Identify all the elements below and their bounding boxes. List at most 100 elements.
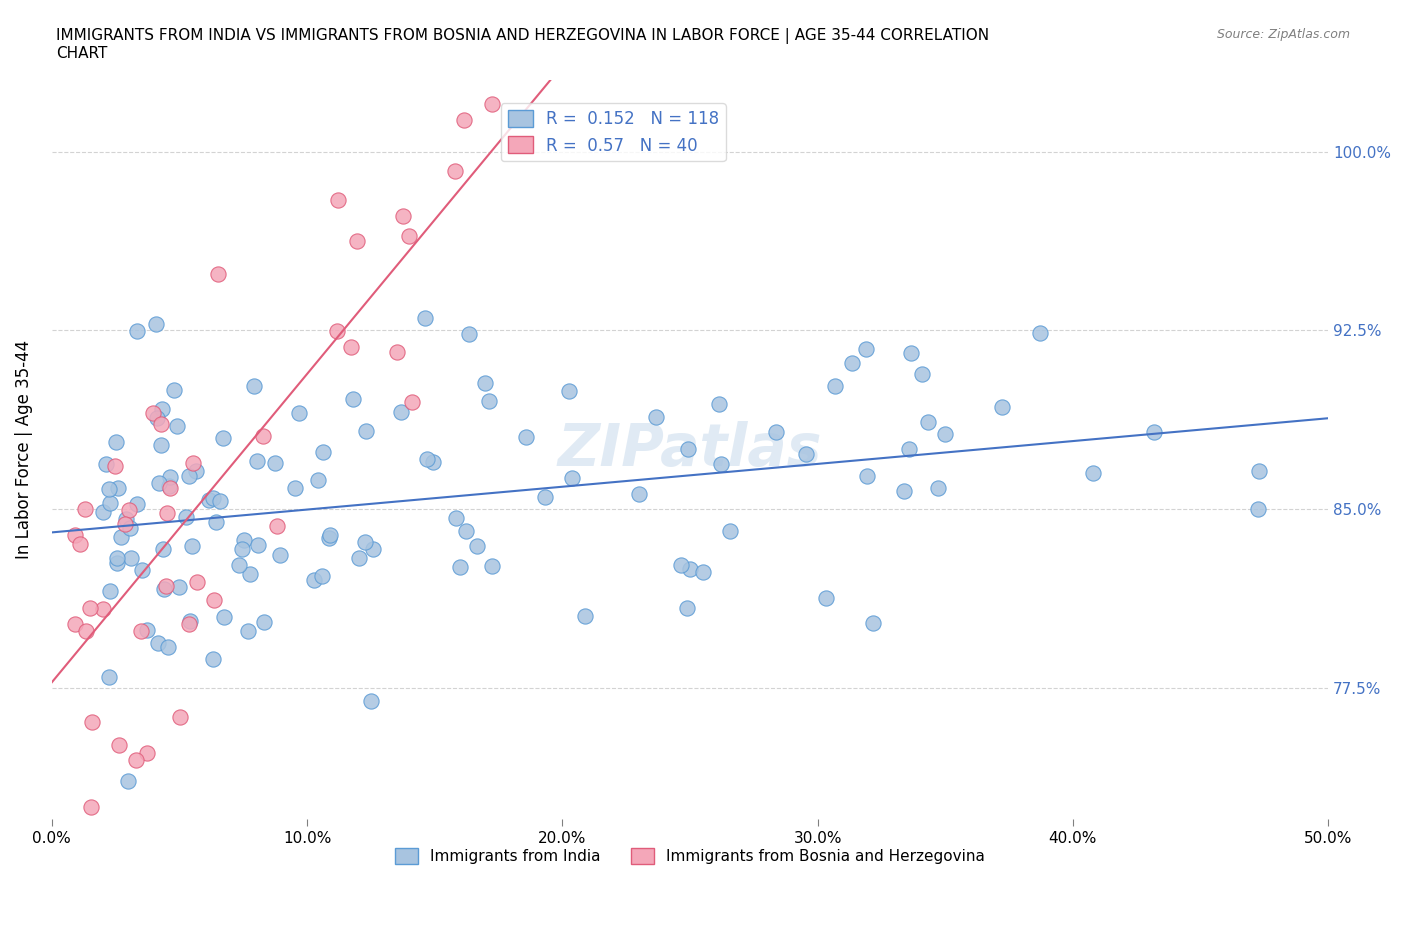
Point — [311, 568, 333, 583]
Point — [105, 555, 128, 570]
Point — [179, 614, 201, 629]
Point — [284, 480, 307, 495]
Point — [177, 617, 200, 631]
Point — [75, 624, 97, 639]
Point — [82, 714, 104, 729]
Point — [558, 383, 581, 398]
Point — [197, 493, 219, 508]
Text: Source: ZipAtlas.com: Source: ZipAtlas.com — [1216, 28, 1350, 41]
Point — [98, 496, 121, 511]
Point — [114, 516, 136, 531]
Point — [105, 551, 128, 565]
Point — [1247, 502, 1270, 517]
Point — [252, 429, 274, 444]
Point — [474, 376, 496, 391]
Point — [679, 561, 702, 576]
Point — [855, 342, 877, 357]
Point — [413, 311, 436, 325]
Point — [458, 326, 481, 341]
Point — [676, 601, 699, 616]
Point — [93, 505, 115, 520]
Point — [153, 581, 176, 596]
Point — [159, 470, 181, 485]
Point — [917, 415, 939, 430]
Point — [898, 441, 921, 456]
Point — [481, 97, 503, 112]
Point — [991, 399, 1014, 414]
Point — [120, 520, 142, 535]
Point — [346, 233, 368, 248]
Point — [156, 506, 179, 521]
Point — [125, 497, 148, 512]
Text: ZIPatlas: ZIPatlas — [558, 421, 823, 478]
Point — [146, 635, 169, 650]
Point — [644, 409, 666, 424]
Point — [534, 490, 557, 505]
Point — [360, 693, 382, 708]
Point — [152, 541, 174, 556]
Point — [765, 424, 787, 439]
Point — [304, 573, 326, 588]
Point — [186, 463, 208, 478]
Point — [108, 737, 131, 752]
Point — [449, 559, 471, 574]
Point — [1143, 424, 1166, 439]
Point — [444, 511, 467, 525]
Point — [214, 609, 236, 624]
Point — [211, 431, 233, 445]
Point — [204, 514, 226, 529]
Point — [481, 559, 503, 574]
Point — [159, 481, 181, 496]
Point — [155, 578, 177, 593]
Point — [454, 524, 477, 538]
Point — [246, 454, 269, 469]
Point — [416, 452, 439, 467]
Point — [349, 551, 371, 565]
Point — [166, 418, 188, 433]
Point — [129, 624, 152, 639]
Point — [269, 547, 291, 562]
Point — [927, 481, 949, 496]
Point — [228, 557, 250, 572]
Point — [202, 593, 225, 608]
Y-axis label: In Labor Force | Age 35-44: In Labor Force | Age 35-44 — [15, 339, 32, 559]
Point — [79, 601, 101, 616]
Point — [232, 533, 254, 548]
Point — [1029, 326, 1052, 340]
Point — [934, 426, 956, 441]
Point — [841, 355, 863, 370]
Point — [911, 366, 934, 381]
Point — [156, 640, 179, 655]
Point — [145, 410, 167, 425]
Point — [561, 471, 583, 485]
Point — [167, 579, 190, 594]
Point — [242, 379, 264, 393]
Point — [150, 401, 173, 416]
Point — [398, 229, 420, 244]
Point — [239, 566, 262, 581]
Point — [117, 774, 139, 789]
Point — [444, 164, 467, 179]
Point — [177, 469, 200, 484]
Point — [246, 538, 269, 552]
Point — [893, 483, 915, 498]
Point — [478, 393, 501, 408]
Point — [856, 469, 879, 484]
Point — [392, 209, 415, 224]
Point — [794, 446, 817, 461]
Point — [692, 565, 714, 579]
Point — [1083, 466, 1105, 481]
Point — [342, 392, 364, 406]
Point — [263, 456, 285, 471]
Point — [157, 479, 180, 494]
Point — [181, 538, 204, 553]
Point — [183, 456, 205, 471]
Point — [718, 524, 741, 538]
Point — [98, 583, 121, 598]
Point — [253, 615, 276, 630]
Point — [63, 527, 86, 542]
Point — [361, 541, 384, 556]
Point — [389, 405, 412, 419]
Point — [307, 472, 329, 487]
Point — [208, 494, 231, 509]
